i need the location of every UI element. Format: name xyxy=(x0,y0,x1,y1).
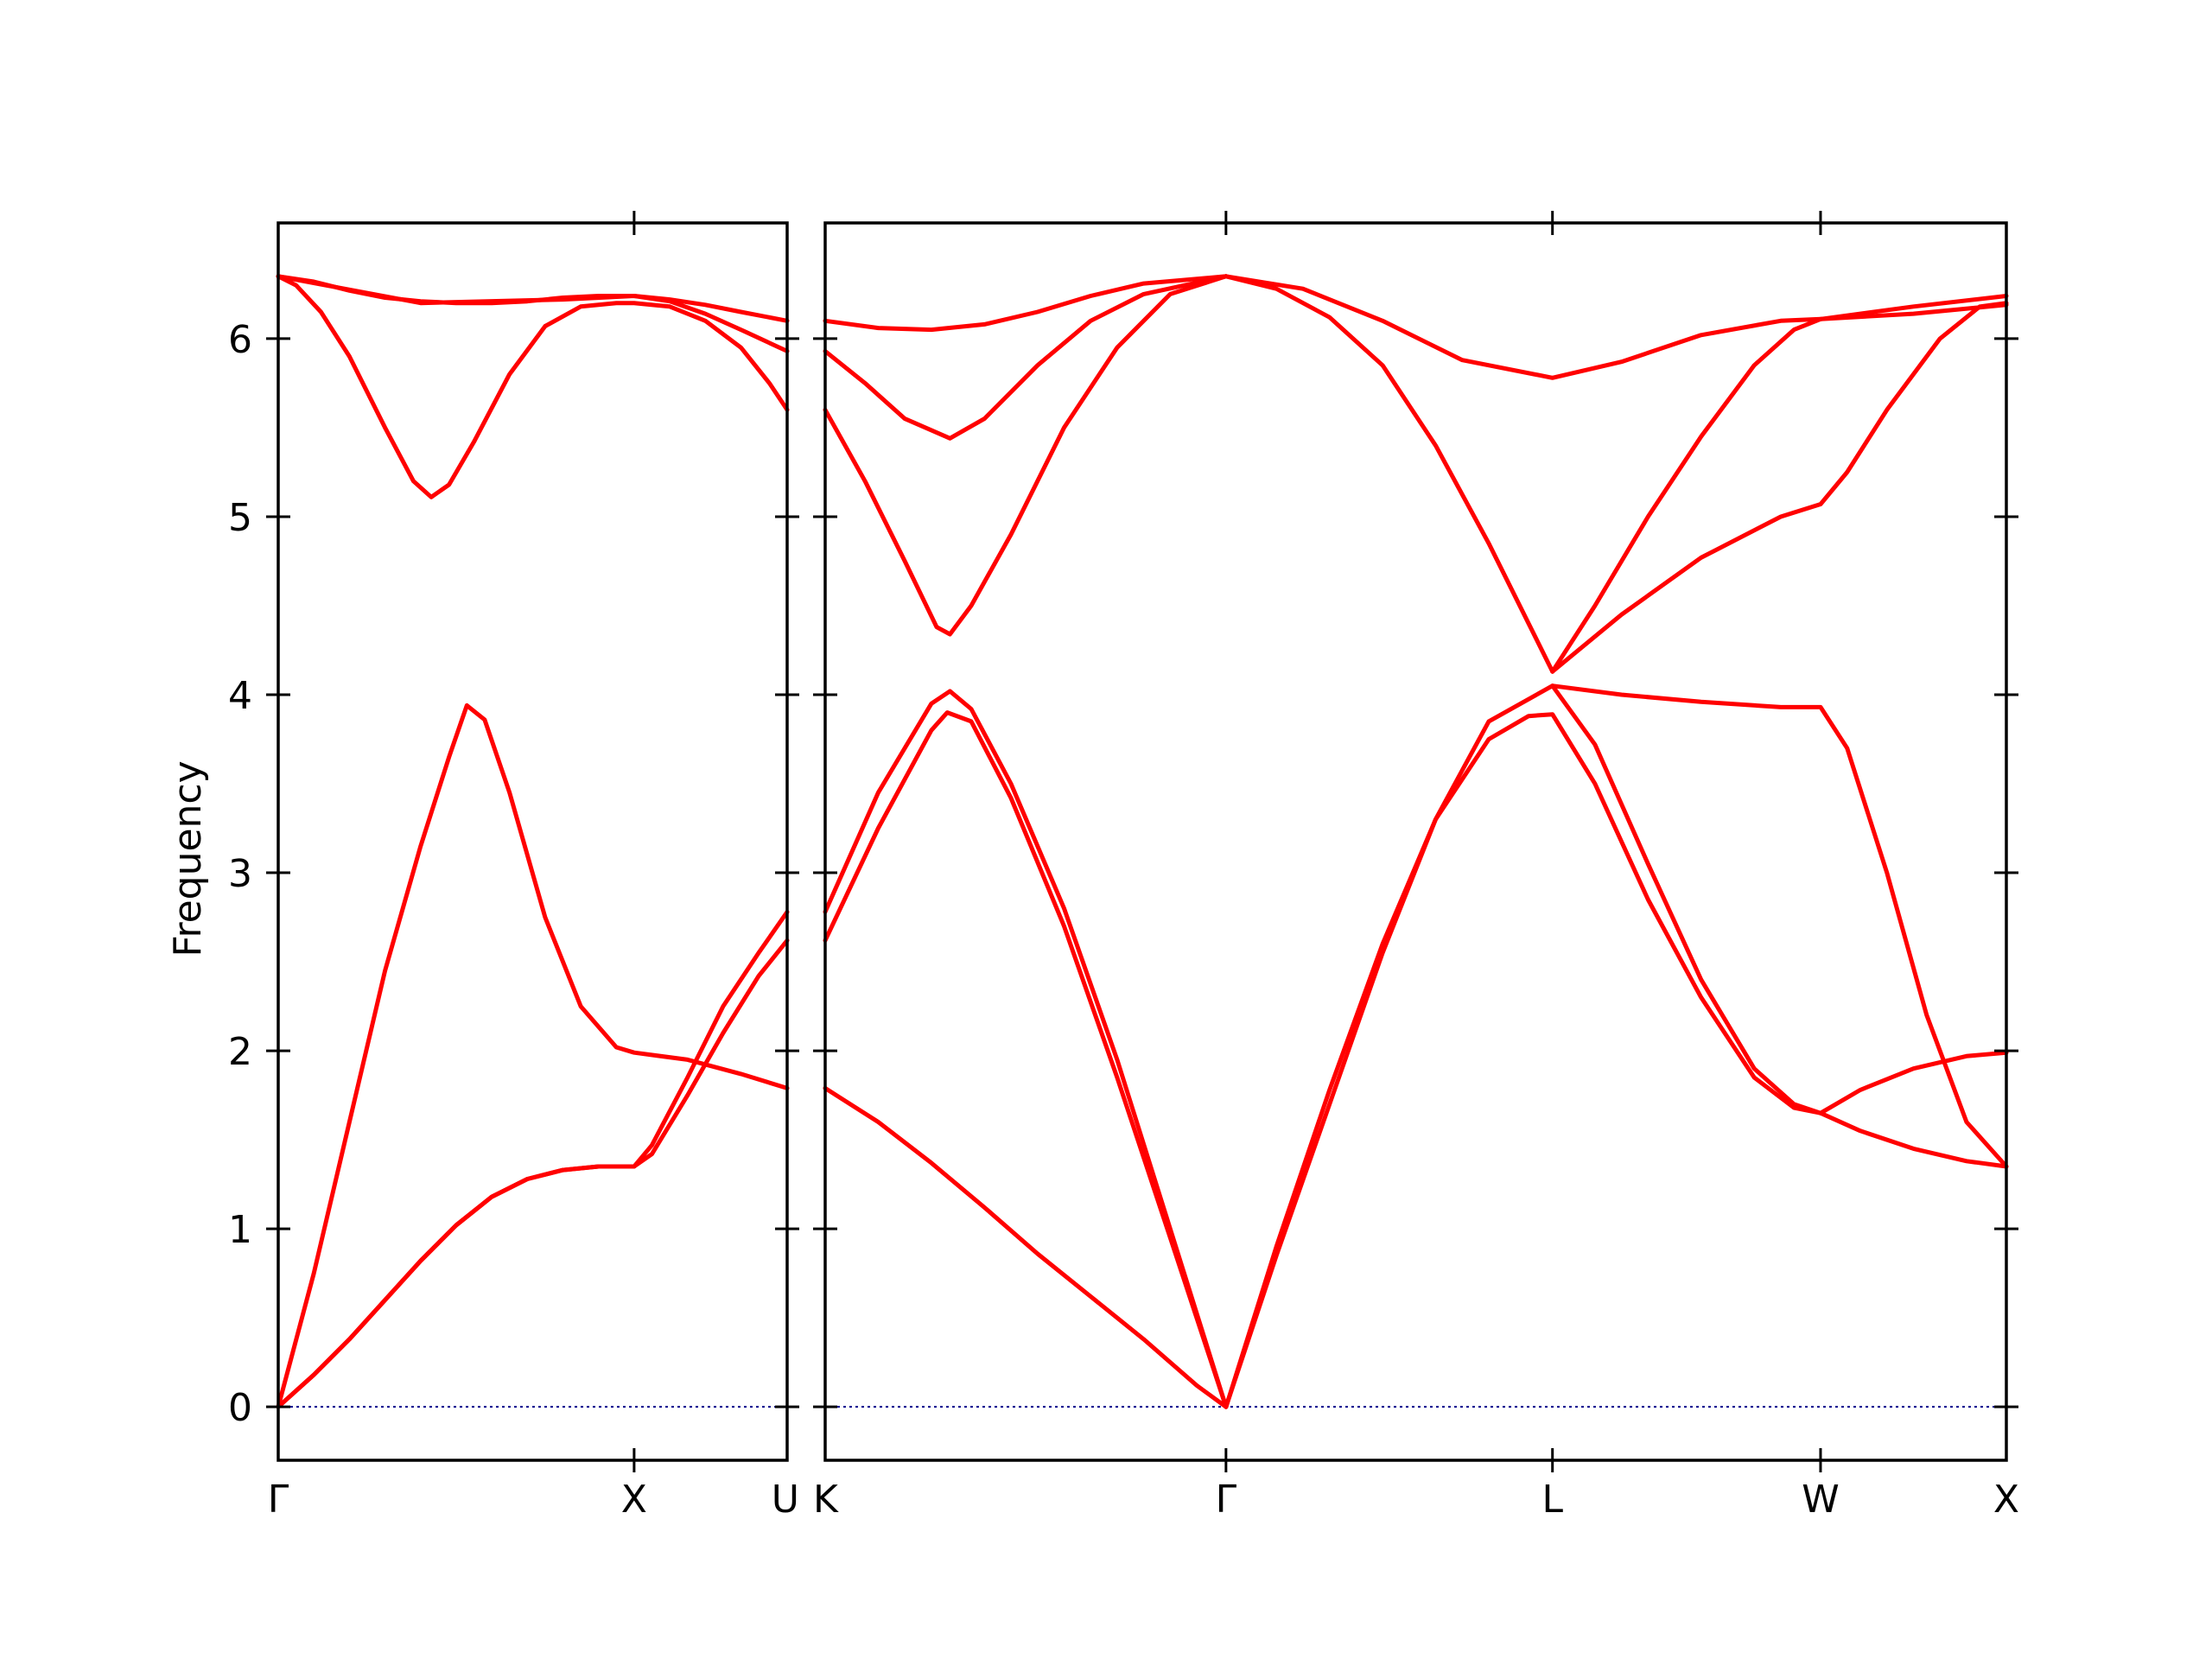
x-tick-label: X xyxy=(621,1478,647,1522)
band-line-14 xyxy=(1550,302,2009,674)
x-tick-label: L xyxy=(1541,1478,1563,1522)
band-line-6 xyxy=(1550,683,2009,1169)
band-line-2 xyxy=(823,710,1229,1409)
band-line-3 xyxy=(823,689,1229,1409)
y-tick-label: 3 xyxy=(228,852,252,896)
band-line-3 xyxy=(276,909,790,1409)
plot-frame xyxy=(823,221,2008,1462)
x-tick-label: U xyxy=(772,1478,799,1522)
x-tick-label: K xyxy=(813,1478,839,1522)
band-line-6 xyxy=(276,274,790,323)
band-line-8 xyxy=(1818,1050,2009,1116)
y-axis-label: Frequency xyxy=(166,760,210,957)
y-tick-label: 0 xyxy=(228,1386,252,1430)
band-line-1 xyxy=(276,702,790,1409)
y-tick-label: 1 xyxy=(228,1208,252,1252)
plot-frame xyxy=(276,221,789,1462)
y-tick-label: 5 xyxy=(228,496,252,540)
band-line-11 xyxy=(823,274,1229,333)
band-line-1 xyxy=(823,1085,1229,1409)
band-line-12 xyxy=(1224,274,1555,674)
band-line-9 xyxy=(823,274,1229,637)
band-line-4 xyxy=(276,274,790,499)
x-tick-label: Γ xyxy=(1216,1478,1237,1522)
x-tick-label: Γ xyxy=(268,1478,289,1522)
left-panel: 0 1 2 3 4 5 6 Γ X U xyxy=(228,211,799,1522)
band-line-13 xyxy=(1224,274,2009,380)
band-line-4 xyxy=(1224,712,1823,1409)
band-line-15 xyxy=(1550,301,2009,674)
x-tick-label: X xyxy=(1993,1478,2019,1522)
x-tick-label: W xyxy=(1802,1478,1840,1522)
band-line-7 xyxy=(1818,1110,2009,1169)
y-tick-label: 2 xyxy=(228,1030,252,1074)
y-tick-label: 4 xyxy=(228,674,252,718)
band-line-2 xyxy=(276,938,790,1409)
y-tick-label: 6 xyxy=(228,318,252,362)
band-line-10 xyxy=(823,274,1229,441)
